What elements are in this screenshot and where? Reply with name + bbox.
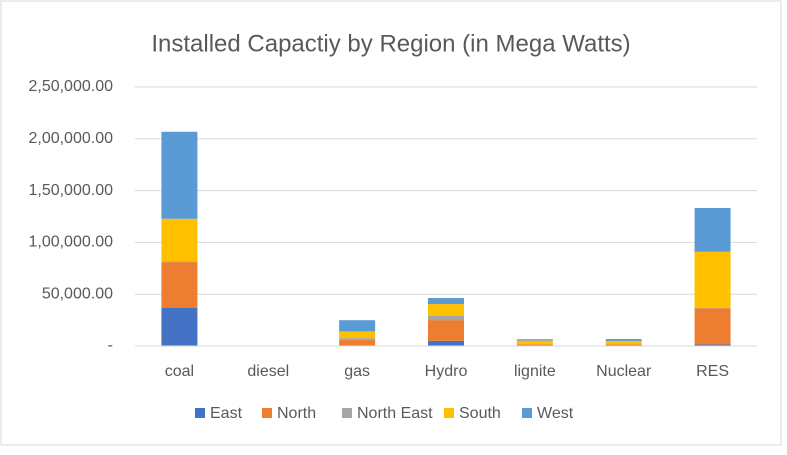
x-tick-label: gas bbox=[344, 363, 370, 380]
legend-label: North East bbox=[357, 405, 433, 422]
bar-segment bbox=[606, 341, 642, 344]
bar-segment bbox=[428, 298, 464, 304]
bar-segment bbox=[695, 308, 731, 344]
chart-border bbox=[1, 1, 781, 445]
legend-swatch bbox=[342, 408, 352, 418]
bar-segment bbox=[339, 331, 375, 338]
bar-segment bbox=[161, 219, 197, 261]
y-tick-label: 1,50,000.00 bbox=[28, 182, 113, 199]
y-tick-label: 1,00,000.00 bbox=[28, 234, 113, 251]
bar-segment bbox=[606, 339, 642, 341]
legend-swatch bbox=[444, 408, 454, 418]
bar-segment bbox=[339, 340, 375, 346]
bar-segment bbox=[161, 262, 197, 308]
y-tick-label: - bbox=[108, 337, 113, 354]
chart-title: Installed Capactiy by Region (in Mega Wa… bbox=[151, 30, 630, 57]
bar-segment bbox=[695, 208, 731, 252]
bar-segment bbox=[517, 339, 553, 340]
x-tick-label: lignite bbox=[514, 363, 556, 380]
bar-segment bbox=[339, 338, 375, 340]
bar-segment bbox=[161, 308, 197, 346]
x-tick-label: Hydro bbox=[425, 363, 468, 380]
bar-segment bbox=[695, 252, 731, 308]
bar-segment bbox=[161, 132, 197, 219]
x-tick-label: coal bbox=[165, 363, 194, 380]
bar-segment bbox=[161, 261, 197, 262]
legend-swatch bbox=[262, 408, 272, 418]
x-tick-label: Nuclear bbox=[596, 363, 652, 380]
y-tick-label: 2,50,000.00 bbox=[28, 78, 113, 95]
y-tick-label: 2,00,000.00 bbox=[28, 130, 113, 147]
legend-swatch bbox=[195, 408, 205, 418]
legend-label: West bbox=[537, 405, 574, 422]
legend-swatch bbox=[522, 408, 532, 418]
bar-segment bbox=[339, 320, 375, 331]
y-tick-label: 50,000.00 bbox=[42, 285, 113, 302]
x-tick-label: diesel bbox=[247, 363, 289, 380]
bar-segment bbox=[428, 341, 464, 346]
bar-segment bbox=[428, 304, 464, 316]
legend-label: East bbox=[210, 405, 243, 422]
legend-label: North bbox=[277, 405, 316, 422]
bar-segment bbox=[428, 320, 464, 341]
bar-segment bbox=[428, 316, 464, 320]
legend-label: South bbox=[459, 405, 501, 422]
bar-segment bbox=[517, 341, 553, 345]
x-tick-label: RES bbox=[696, 363, 729, 380]
